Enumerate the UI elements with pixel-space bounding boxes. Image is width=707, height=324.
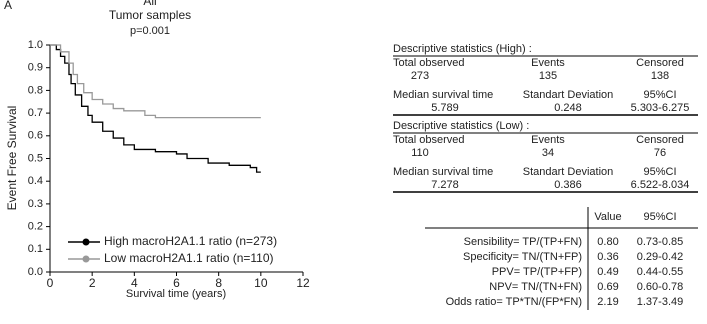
legend-marker: [82, 238, 90, 246]
chart-subtitle: Tumor samples: [109, 8, 191, 22]
y-tick-label: 1.0: [28, 39, 43, 51]
stats-cell: Total observed: [393, 134, 465, 146]
table-cell: 0.49: [597, 266, 618, 278]
chart-title: All: [143, 0, 156, 8]
stats-title: Descriptive statistics (Low) :: [393, 120, 529, 132]
table-cell: 1.37-3.49: [637, 296, 683, 308]
x-tick-label: 12: [296, 276, 310, 290]
survival-curve: [50, 44, 261, 173]
table-header: 95%CI: [643, 211, 676, 223]
x-axis-label: Survival time (years): [126, 288, 226, 300]
y-tick-label: 0.9: [28, 62, 43, 74]
y-tick-label: 0.8: [28, 84, 43, 96]
stats-cell: 0.386: [554, 179, 582, 191]
table-cell: 0.73-0.85: [637, 236, 683, 248]
survival-curve: [50, 44, 261, 119]
y-tick-label: 0.7: [28, 107, 43, 119]
legend-label: Low macroH2A1.1 ratio (n=110): [104, 251, 274, 265]
table-cell: PPV= TP/(TP+FP): [492, 266, 582, 278]
y-axis-label: Event Free Survival: [5, 106, 19, 211]
stats-cell: 110: [411, 147, 429, 159]
table-cell: NPV= TN/(TN+FN): [489, 281, 582, 293]
x-tick-label: 2: [89, 276, 96, 290]
stats-cell: 76: [654, 147, 666, 159]
table-cell: Sensibility= TP/(TP+FN): [464, 236, 582, 248]
stats-cell: 95%CI: [643, 166, 676, 178]
table-cell: Odds ratio= TP*TN/(FP*FN): [446, 296, 582, 308]
stats-cell: 6.522-8.034: [631, 179, 690, 191]
table-cell: 0.60-0.78: [637, 281, 683, 293]
table-cell: 0.36: [597, 251, 618, 263]
table-cell: 0.29-0.42: [637, 251, 683, 263]
stats-cell: Censored: [636, 134, 684, 146]
table-cell: 2.19: [597, 296, 618, 308]
y-tick-label: 0.2: [28, 221, 43, 233]
table-cell: 0.69: [597, 281, 618, 293]
table-cell: Specificity= TN/(TN+FP): [463, 251, 582, 263]
stats-cell: Events: [531, 134, 565, 146]
table-cell: 0.80: [597, 236, 618, 248]
y-tick-label: 0.4: [28, 175, 43, 187]
x-tick-label: 0: [47, 276, 54, 290]
y-tick-label: 0.0: [28, 266, 43, 278]
y-tick-label: 0.1: [28, 243, 43, 255]
stats-cell: Median survival time: [393, 89, 493, 101]
stats-cell: 138: [651, 70, 669, 82]
stats-cell: Events: [531, 57, 565, 69]
legend-marker: [82, 255, 90, 263]
stats-cell: 34: [542, 147, 554, 159]
p-value: p=0.001: [130, 25, 170, 37]
table-cell: 0.44-0.55: [637, 266, 683, 278]
stats-cell: 95%CI: [643, 89, 676, 101]
x-tick-label: 4: [131, 276, 138, 290]
y-tick-label: 0.3: [28, 198, 43, 210]
x-tick-label: 6: [173, 276, 180, 290]
stats-cell: 5.789: [431, 102, 459, 114]
x-tick-label: 10: [254, 276, 268, 290]
stats-cell: 5.303-6.275: [631, 102, 690, 114]
stats-cell: 7.278: [431, 179, 459, 191]
panel-label: A: [4, 0, 12, 12]
stats-cell: Standart Deviation: [523, 166, 614, 178]
legend-label: High macroH2A1.1 ratio (n=273): [104, 234, 277, 248]
y-tick-label: 0.6: [28, 130, 43, 142]
stats-cell: 135: [539, 70, 557, 82]
table-header: Value: [594, 211, 621, 223]
x-tick-label: 8: [215, 276, 222, 290]
stats-cell: Total observed: [393, 57, 465, 69]
stats-cell: 273: [411, 70, 429, 82]
stats-cell: Standart Deviation: [523, 89, 614, 101]
stats-cell: Median survival time: [393, 166, 493, 178]
stats-cell: Censored: [636, 57, 684, 69]
stats-title: Descriptive statistics (High) :: [393, 43, 532, 55]
y-tick-label: 0.5: [28, 152, 43, 164]
stats-cell: 0.248: [554, 102, 582, 114]
